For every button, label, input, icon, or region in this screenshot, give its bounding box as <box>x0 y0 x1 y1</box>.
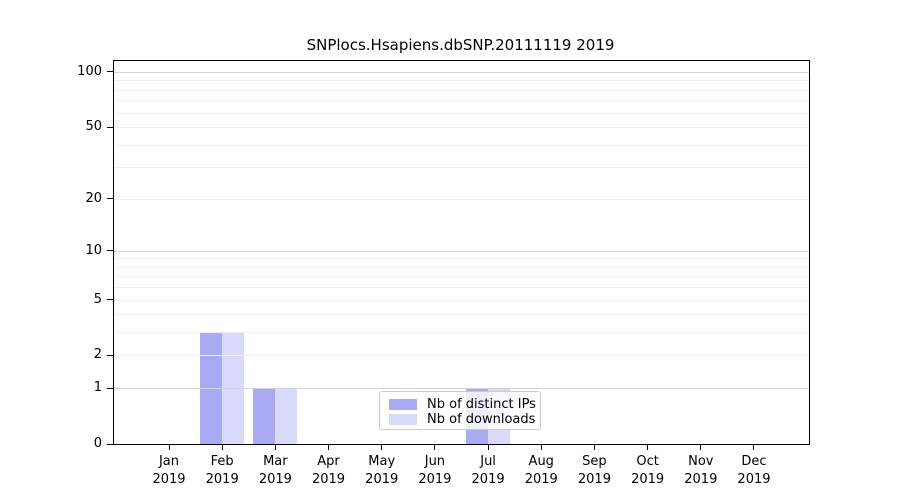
y-axis-tick <box>107 250 113 252</box>
gridline-10 <box>114 250 809 252</box>
y-axis-tick <box>107 387 113 389</box>
gridline-50 <box>114 127 809 129</box>
x-axis-tick <box>487 445 489 450</box>
x-axis-tick-label: Mar 2019 <box>258 454 292 487</box>
x-axis-tick <box>753 445 755 450</box>
y-axis-tick-label: 1 <box>93 380 102 396</box>
gridline-100 <box>114 71 809 73</box>
x-axis-tick <box>434 445 436 450</box>
y-axis-tick <box>107 443 113 445</box>
x-axis-tick-label: Apr 2019 <box>311 454 346 487</box>
x-axis-tick <box>328 445 330 450</box>
gridline-20 <box>114 198 809 200</box>
x-axis-tick-label: May 2019 <box>365 454 399 487</box>
x-axis-tick <box>700 445 702 450</box>
y-axis-tick <box>107 299 113 301</box>
gridline-4 <box>114 314 809 316</box>
y-axis-tick-label: 50 <box>85 119 102 135</box>
y-axis-tick-label: 0 <box>93 436 102 451</box>
x-axis-tick <box>274 445 276 450</box>
y-axis-tick-label: 5 <box>93 291 102 307</box>
x-axis-tick <box>168 445 170 450</box>
x-axis-tick-label: Jul 2019 <box>471 454 505 487</box>
gridline-7 <box>114 276 809 278</box>
x-axis-tick-label: Jun 2019 <box>418 454 452 487</box>
x-axis-tick-label: Oct 2019 <box>631 454 665 487</box>
x-axis-tick-label: Sep 2019 <box>577 454 611 487</box>
x-axis-tick <box>221 445 223 450</box>
legend-swatch-downloads_bar <box>389 414 417 425</box>
gridline-90 <box>114 80 809 82</box>
y-axis-tick <box>107 126 113 128</box>
gridline-2 <box>114 355 809 357</box>
x-axis-tick-label: Feb 2019 <box>205 454 239 487</box>
y-axis-tick <box>107 198 113 200</box>
x-axis-tick <box>540 445 542 450</box>
x-axis-tick <box>647 445 649 450</box>
gridline-40 <box>114 144 809 146</box>
x-axis-tick-label: Dec 2019 <box>737 454 771 487</box>
legend-label: Nb of distinct IPs <box>427 397 536 412</box>
legend-swatch-distinct_ips_bar <box>389 399 417 410</box>
y-axis-tick <box>107 354 113 356</box>
y-axis-tick-label: 10 <box>85 242 102 258</box>
x-axis-tick-label: Nov 2019 <box>684 454 718 487</box>
bar-distinct-ips <box>200 332 223 444</box>
x-axis-tick-label: Jan 2019 <box>152 454 186 487</box>
y-axis-tick <box>107 71 113 73</box>
legend-row: Nb of distinct IPs <box>389 397 536 412</box>
gridline-6 <box>114 287 809 289</box>
bar-downloads <box>222 332 245 444</box>
gridline-80 <box>114 89 809 91</box>
x-axis-tick <box>593 445 595 450</box>
y-axis-tick-label: 2 <box>93 347 102 363</box>
gridline-70 <box>114 100 809 102</box>
x-axis-tick <box>381 445 383 450</box>
x-axis-tick-label: Aug 2019 <box>524 454 558 487</box>
legend: Nb of distinct IPs Nb of downloads <box>379 391 541 430</box>
gridline-5 <box>114 299 809 301</box>
gridline-8 <box>114 266 809 268</box>
y-axis-tick-label: 100 <box>77 63 102 79</box>
gridline-9 <box>114 258 809 260</box>
gridline-60 <box>114 112 809 114</box>
legend-label: Nb of downloads <box>427 412 536 427</box>
gridline-30 <box>114 167 809 169</box>
bar-distinct-ips <box>253 388 276 444</box>
gridline-3 <box>114 332 809 334</box>
bar-downloads <box>275 388 298 444</box>
y-axis-tick-label: 20 <box>85 190 102 206</box>
legend-row: Nb of downloads <box>389 412 536 427</box>
chart-title: SNPlocs.Hsapiens.dbSNP.20111119 2019 <box>306 36 615 54</box>
gridline-1 <box>114 388 809 390</box>
plot-area: 0 1 2 5 10 20 50 100 Jan 2019 Feb 2019 Mar 2019 Apr 201… <box>77 60 810 487</box>
